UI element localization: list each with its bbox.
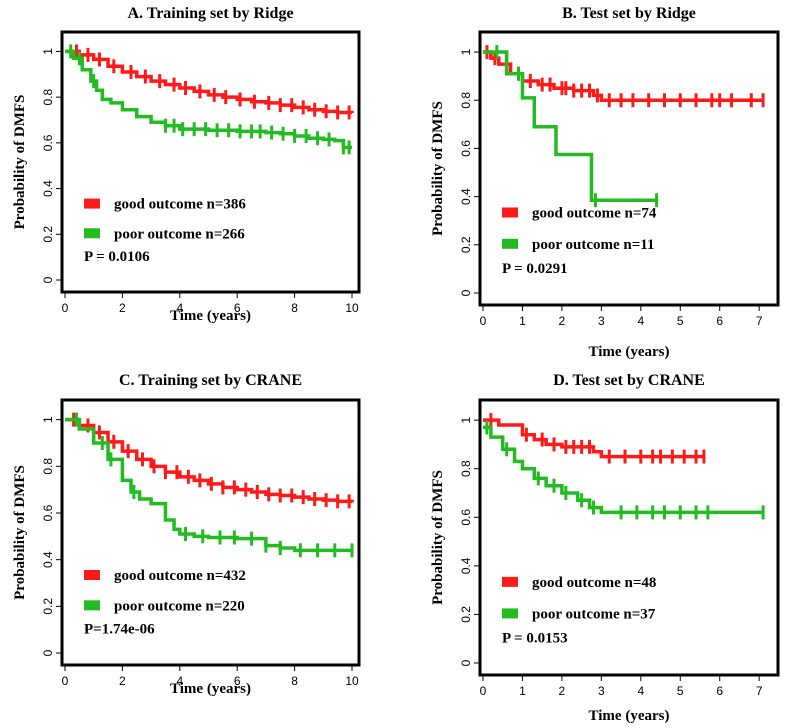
y-tick-label-a: 0.8 — [41, 88, 55, 105]
series-line-poor-b — [483, 50, 657, 202]
y-tick-label-b: 0.2 — [459, 236, 473, 253]
y-tick-label-b: 0.6 — [459, 140, 473, 157]
legend-swatch-good-c — [84, 570, 100, 580]
x-axis-label-d: Time (years) — [589, 708, 670, 724]
x-tick-label-d: 6 — [716, 684, 723, 698]
x-tick-label-c: 6 — [234, 674, 241, 688]
x-tick-label-a: 0 — [62, 301, 69, 315]
plot-frame-c — [60, 398, 361, 667]
p-value-a: P = 0.0106 — [84, 249, 150, 265]
legend-label-poor-d: poor outcome n=37 — [532, 606, 656, 622]
x-tick-label-a: 6 — [234, 301, 241, 315]
x-tick-label-d: 1 — [519, 684, 526, 698]
plot-frame-a — [60, 30, 361, 294]
series-line-good-b — [483, 50, 764, 102]
y-tick-label-a: 0.4 — [41, 180, 55, 197]
legend-label-good-a: good outcome n=386 — [114, 197, 246, 213]
x-tick-label-c: 4 — [176, 674, 183, 688]
y-tick-label-c: 0.6 — [41, 504, 55, 521]
legend-swatch-poor-c — [84, 600, 100, 611]
panel-d: D. Test set by CRANE 0 0.2 0.4 0.6 0.8 1 0 1 2 3 4 5… — [430, 372, 780, 724]
legend-swatch-good-a — [84, 198, 100, 209]
y-tick-label-a: 0.2 — [41, 226, 55, 243]
legend-swatch-good-d — [502, 576, 518, 587]
x-tick-label-b: 1 — [519, 314, 526, 328]
y-tick-label-d: 0.8 — [459, 460, 473, 477]
y-tick-label-d: 0 — [459, 659, 473, 666]
y-axis-label-d: Probability of DMFS — [430, 470, 446, 605]
y-tick-label-a: 1 — [41, 48, 55, 55]
x-tick-label-c: 8 — [291, 674, 298, 688]
x-tick-label-a: 2 — [119, 301, 126, 315]
y-tick-label-b: 0.4 — [459, 188, 473, 205]
legend-label-good-b: good outcome n=74 — [532, 205, 657, 221]
y-tick-label-d: 0.6 — [459, 509, 473, 526]
x-tick-label-b: 3 — [598, 314, 605, 328]
x-tick-label-c: 2 — [119, 674, 126, 688]
series-line-good-c — [65, 417, 354, 504]
panel-b: B. Test set by Ridge 0 0.2 0.4 0.6 0.8 1 0 1 2 3 4 5… — [430, 5, 780, 360]
legend-swatch-poor-b — [502, 238, 518, 249]
series-line-poor-d — [483, 425, 764, 515]
x-tick-label-a: 10 — [345, 301, 359, 315]
legend-label-good-d: good outcome n=48 — [532, 575, 656, 591]
x-tick-label-b: 6 — [716, 314, 723, 328]
x-tick-label-a: 4 — [176, 301, 183, 315]
legend-label-poor-a: poor outcome n=266 — [114, 226, 245, 242]
x-tick-label-b: 4 — [637, 314, 644, 328]
y-tick-label-b: 1 — [459, 48, 473, 55]
p-value-d: P = 0.0153 — [502, 631, 568, 647]
y-tick-label-c: 0 — [41, 649, 55, 656]
y-axis-label-a: Probability of DMFS — [12, 95, 28, 230]
x-tick-label-b: 2 — [559, 314, 566, 328]
y-tick-label-c: 0.8 — [41, 458, 55, 475]
x-tick-label-a: 8 — [291, 301, 298, 315]
p-value-b: P = 0.0291 — [502, 261, 568, 277]
plot-frame-b — [478, 30, 780, 307]
x-tick-label-d: 0 — [480, 684, 487, 698]
x-tick-label-c: 0 — [62, 674, 69, 688]
chart-title-c: C. Training set by CRANE — [119, 372, 302, 389]
y-axis-label-c: Probability of DMFS — [12, 465, 28, 600]
x-axis-label-b: Time (years) — [589, 344, 670, 360]
legend-label-poor-b: poor outcome n=11 — [532, 237, 654, 253]
x-tick-label-d: 4 — [637, 684, 644, 698]
x-tick-label-b: 0 — [480, 314, 487, 328]
y-tick-label-a: 0 — [41, 276, 55, 283]
p-value-c: P=1.74e-06 — [84, 622, 155, 638]
chart-title-b: B. Test set by Ridge — [562, 5, 696, 22]
legend-label-good-c: good outcome n=432 — [114, 568, 246, 584]
y-tick-label-c: 1 — [41, 416, 55, 423]
plot-frame-d — [478, 398, 780, 677]
legend-swatch-poor-d — [502, 608, 518, 619]
legend-swatch-poor-a — [84, 228, 100, 239]
x-tick-label-b: 7 — [756, 314, 763, 328]
x-tick-label-d: 3 — [598, 684, 605, 698]
y-tick-label-c: 0.4 — [41, 551, 55, 568]
y-tick-label-c: 0.2 — [41, 598, 55, 615]
y-tick-label-d: 1 — [459, 416, 473, 423]
x-tick-label-c: 10 — [345, 674, 359, 688]
legend-swatch-good-b — [502, 207, 518, 218]
y-tick-label-d: 0.4 — [459, 557, 473, 574]
legend-label-poor-c: poor outcome n=220 — [114, 598, 245, 614]
y-tick-label-d: 0.2 — [459, 606, 473, 623]
y-axis-label-b: Probability of DMFS — [430, 101, 446, 236]
x-axis-label-c: Time (years) — [170, 681, 251, 697]
chart-title-d: D. Test set by CRANE — [553, 372, 705, 389]
series-line-good-a — [65, 49, 354, 115]
y-tick-label-b: 0 — [459, 289, 473, 296]
x-tick-label-b: 5 — [677, 314, 684, 328]
x-tick-label-d: 2 — [559, 684, 566, 698]
x-tick-label-d: 5 — [677, 684, 684, 698]
y-tick-label-a: 0.6 — [41, 134, 55, 151]
x-tick-label-d: 7 — [756, 684, 763, 698]
y-tick-label-b: 0.8 — [459, 92, 473, 109]
x-axis-label-a: Time (years) — [170, 308, 251, 324]
chart-title-a: A. Training set by Ridge — [127, 5, 293, 22]
series-line-good-d — [483, 418, 704, 459]
